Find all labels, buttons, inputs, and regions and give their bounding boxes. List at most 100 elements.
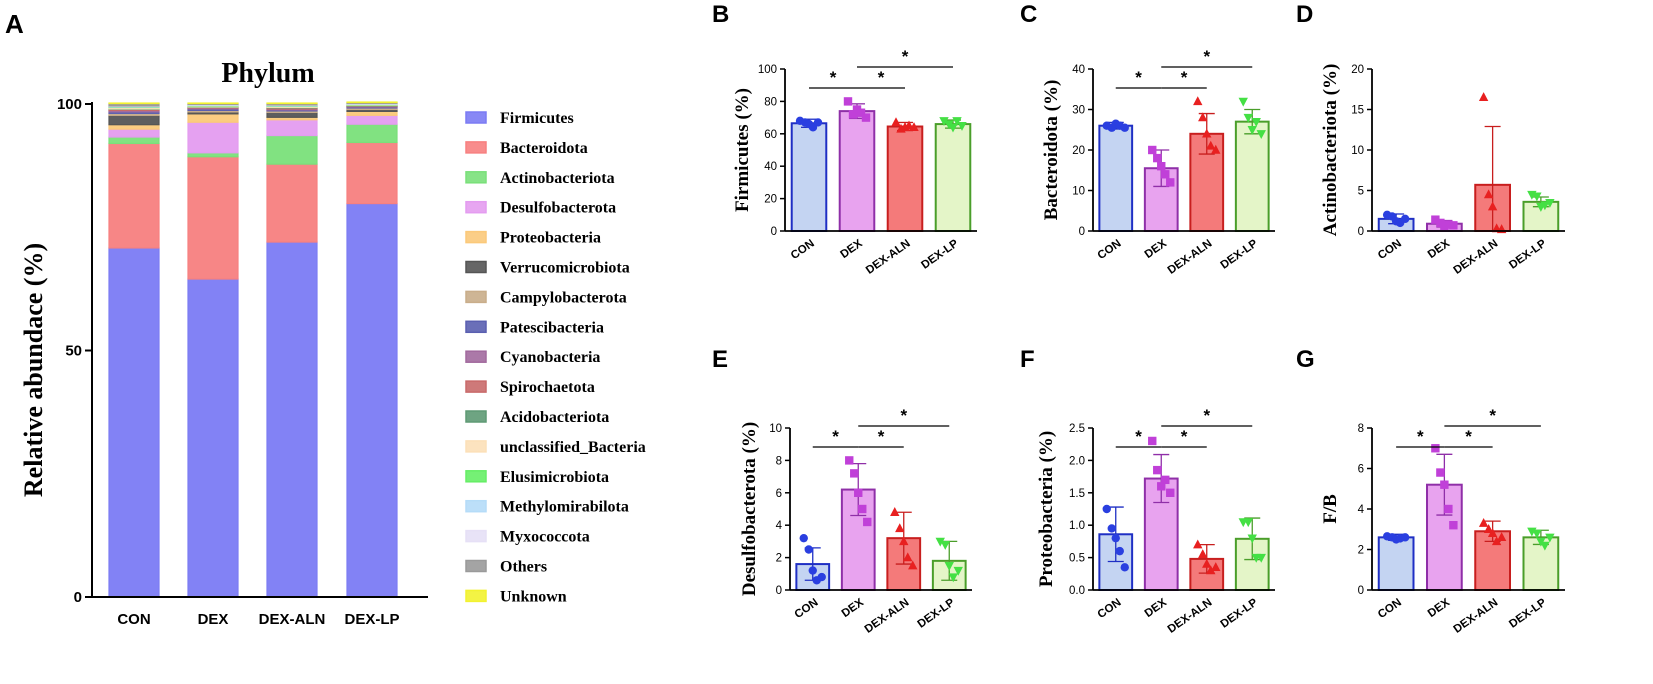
data-point-dex <box>1436 468 1445 477</box>
data-point-dex <box>861 113 871 122</box>
data-point-dex-lp <box>939 117 949 127</box>
bar-segment-firmicutes-dex <box>187 278 239 598</box>
significance-label: * <box>1203 406 1210 425</box>
panel-letter-g: G <box>1296 346 1315 373</box>
y-tick-label: 100 <box>758 64 777 76</box>
legend-swatch-elusimicrobiota <box>465 470 487 483</box>
x-tick-label: DEX <box>840 596 867 620</box>
data-point-dex-aln <box>895 523 905 533</box>
legend-swatch-firmicutes <box>465 111 487 124</box>
x-tick-label: DEX-LP <box>1507 237 1549 271</box>
data-point-dex <box>858 504 867 514</box>
bar-segment-bacteroidota-dex-aln <box>266 163 318 243</box>
legend-label-firmicutes: Firmicutes <box>500 110 574 127</box>
legend-label-unknown: Unknown <box>500 588 567 605</box>
data-point-dex <box>1444 220 1453 229</box>
legend-label-myxococcota: Myxococcota <box>500 529 590 546</box>
bar-con <box>790 122 828 232</box>
significance-label: * <box>878 427 885 446</box>
legend-label-spirochaetota: Spirochaetota <box>500 379 595 396</box>
data-point-dex <box>1166 178 1175 187</box>
data-point-dex-aln <box>1478 92 1489 102</box>
x-tick-label: DEX <box>198 611 229 628</box>
data-point-dex-aln <box>1193 96 1203 106</box>
data-point-dex-lp <box>1256 553 1266 563</box>
x-tick-label: DEX-LP <box>919 237 961 271</box>
panel-a-stacked-chart: A Phylum Relative abundace (%) CON DEX DEX… <box>5 9 646 628</box>
x-tick-label: CON <box>1096 238 1124 262</box>
significance-label: * <box>902 47 909 66</box>
y-tick-label: 50 <box>65 343 82 360</box>
data-point-dex <box>1161 475 1170 485</box>
legend-swatch-cyanobacteria <box>465 350 487 363</box>
y-tick-label: 40 <box>1072 64 1085 76</box>
data-point-dex-aln <box>1211 144 1221 154</box>
legend-swatch-unknown <box>465 589 487 603</box>
legend-swatch-patescibacteria <box>465 320 487 334</box>
legend-label-bacteroidota: Bacteroidota <box>500 140 588 157</box>
x-tick-label: CON <box>793 597 821 621</box>
significance-label: * <box>832 427 839 446</box>
legend-label-desulfobacterota: Desulfobacterota <box>500 200 616 217</box>
significance-label: * <box>1135 68 1142 87</box>
bar-segment-unknown-dex-lp <box>346 101 398 104</box>
x-tick-label: DEX <box>1143 237 1170 261</box>
y-tick-label: 2.5 <box>1069 423 1085 435</box>
data-point-dex-aln <box>909 122 919 132</box>
significance-label: * <box>900 406 907 425</box>
y-tick-label: 30 <box>1072 105 1085 117</box>
y-tick-label: 20 <box>1072 145 1085 157</box>
y-tick-label: 60 <box>764 129 777 141</box>
data-point-dex-lp <box>1532 192 1542 202</box>
legend-swatch-methylomirabilota <box>465 499 487 513</box>
legend-label-unclassified-bacteria: unclassified_Bacteria <box>500 439 646 456</box>
y-tick-label: 0 <box>1358 226 1364 238</box>
data-point-dex <box>843 97 853 106</box>
x-tick-label: DEX <box>1426 237 1453 261</box>
data-point-dex <box>1440 480 1449 489</box>
bar-segment-verrucomicrobiota-dex-aln <box>266 111 318 118</box>
data-point-dex-aln <box>1483 189 1494 199</box>
y-tick-label: 5 <box>1358 186 1364 198</box>
significance-label: * <box>1417 427 1424 446</box>
data-point-dex-lp <box>1256 130 1266 139</box>
y-tick-label: 1.5 <box>1069 488 1085 500</box>
data-point-con <box>1120 563 1129 572</box>
data-point-dex-lp <box>957 122 967 131</box>
y-tick-label: 4 <box>1358 504 1365 516</box>
data-point-dex-lp <box>948 573 958 583</box>
bar-segment-unknown-dex <box>187 102 239 105</box>
x-tick-label: DEX <box>1143 596 1170 620</box>
x-tick-label: DEX-ALN <box>1452 238 1501 277</box>
x-tick-label: DEX-LP <box>1219 596 1261 630</box>
bar-segment-bacteroidota-dex-lp <box>346 141 398 205</box>
y-tick-label: 100 <box>57 96 82 113</box>
y-tick-label: 0 <box>1358 585 1364 597</box>
y-axis-label: Actinobacteriota (%) <box>1320 64 1341 237</box>
panel-b-firmicutes: B Firmicutes (%) CON DEX DEX-ALN DEX-LP 0 20 40 6… <box>712 1 977 277</box>
legend-swatch-verrucomicrobiota <box>465 260 487 274</box>
y-tick-label: 0 <box>1079 226 1085 238</box>
data-point-dex-lp <box>1243 518 1253 528</box>
significance-label: * <box>1181 427 1188 446</box>
bar-segment-unknown-dex-aln <box>266 102 318 105</box>
bar-segment-desulfobacterota-dex-lp <box>346 114 398 125</box>
data-point-dex-lp <box>1545 533 1555 543</box>
data-point-dex-lp <box>1251 117 1261 127</box>
y-tick-label: 10 <box>769 423 782 435</box>
data-point-dex-aln <box>1206 565 1216 575</box>
bar-segment-firmicutes-dex-lp <box>346 202 398 598</box>
data-point-con <box>1115 546 1124 556</box>
data-point-dex <box>848 110 858 119</box>
data-point-con <box>1400 533 1410 542</box>
data-point-dex <box>1148 145 1157 155</box>
data-point-dex <box>1444 504 1453 514</box>
data-point-dex-lp <box>948 123 958 133</box>
x-tick-label: CON <box>117 611 150 628</box>
x-tick-label: DEX-ALN <box>863 597 912 636</box>
bar-segment-proteobacteria-dex <box>187 113 239 123</box>
data-point-dex <box>1449 521 1458 530</box>
data-point-dex-aln <box>903 552 913 562</box>
y-axis-label: Firmicutes (%) <box>732 88 753 212</box>
